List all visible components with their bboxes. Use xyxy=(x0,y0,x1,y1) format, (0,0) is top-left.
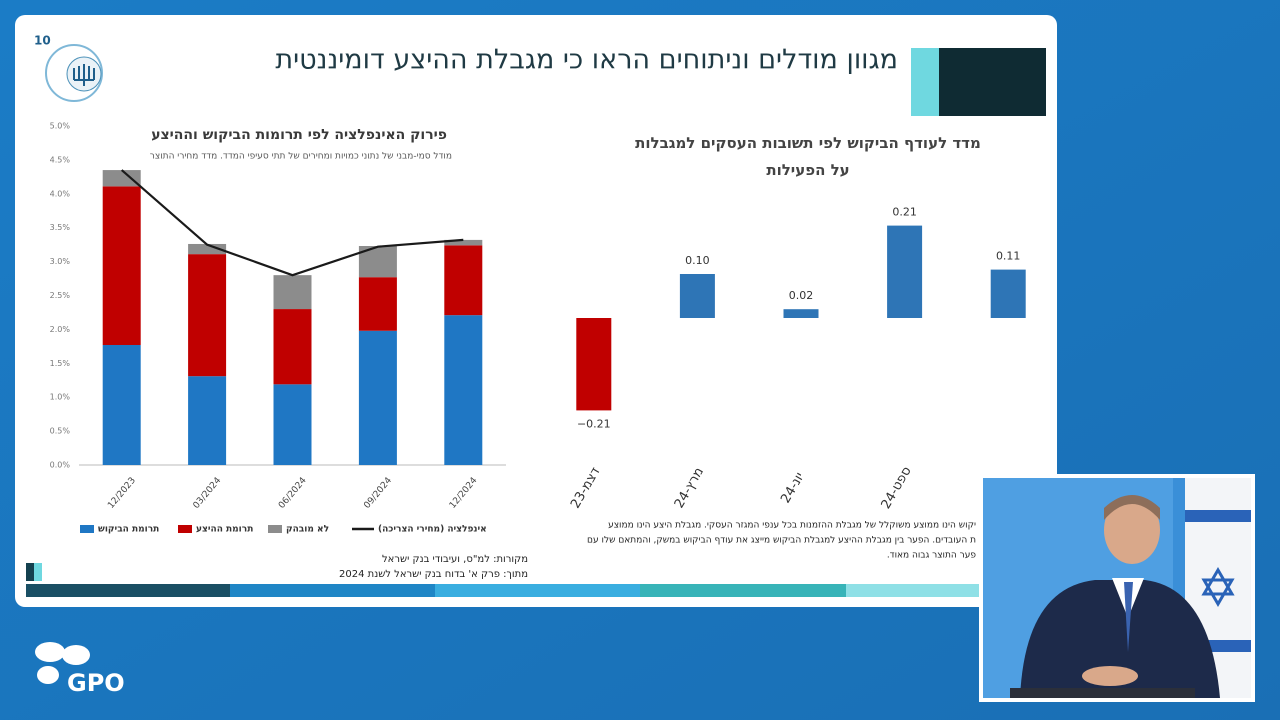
legend-swatch xyxy=(178,525,192,533)
bar-segment xyxy=(444,239,483,246)
chart-title: פירוק האינפלציה לפי תרומות הביקוש וההיצע xyxy=(151,127,447,143)
value-label: −0.21 xyxy=(577,417,611,430)
legend-label: תרומת ההיצע xyxy=(196,525,253,535)
y-tick-label: 2.0% xyxy=(50,325,71,334)
bar-segment xyxy=(188,254,227,377)
bar xyxy=(990,269,1026,318)
gpo-text: GPO xyxy=(67,669,125,697)
y-tick-label: 4.5% xyxy=(50,155,71,164)
slide-number: 10 xyxy=(34,34,51,48)
gpo-logo: GPO xyxy=(35,642,125,697)
bar-segment xyxy=(358,277,397,331)
legend-swatch xyxy=(268,525,282,533)
y-tick-label: 1.0% xyxy=(50,393,71,402)
y-tick-label: 3.5% xyxy=(50,223,71,232)
header-accent xyxy=(911,48,939,116)
y-tick-label: 2.5% xyxy=(50,291,71,300)
bar-segment xyxy=(102,186,141,345)
source: מתוך: פרק א' בדוח בנק ישראל לשנת 2024 xyxy=(339,569,528,580)
note: ת העובדים. הפער בין מגבלת ההיצע למגבלת ה… xyxy=(587,536,976,546)
bar-segment xyxy=(102,170,141,187)
chart-title: מדד לעודף הביקוש לפי תשובות העסקים למגבל… xyxy=(635,134,981,179)
chart-subtitle: מודל סמי-מבני של נתוני כמויות ומחירים של… xyxy=(150,152,452,162)
legend-label: תרומת הביקוש xyxy=(98,525,159,535)
bar-segment xyxy=(102,344,141,465)
bar xyxy=(576,318,612,411)
source: מקורות: למ"ס, ועיבודי בנק ישראל xyxy=(382,554,528,565)
video-inset xyxy=(979,474,1255,702)
note: פער התוצר גבוה מאוד. xyxy=(887,551,977,561)
line xyxy=(120,169,464,277)
legend-label: לא מובהק xyxy=(286,525,329,535)
bar-segment xyxy=(273,275,312,310)
note: יקוש הינו ממוצע משוקלל של מגבלת ההזמנות … xyxy=(608,521,976,531)
footer-stripe xyxy=(26,563,980,597)
y-tick-label: 5.0% xyxy=(50,122,71,131)
y-tick-label: 0.5% xyxy=(50,427,71,436)
legend-swatch xyxy=(80,525,94,533)
y-tick-label: 1.5% xyxy=(50,359,71,368)
y-tick-label: 3.0% xyxy=(50,257,71,266)
bar xyxy=(783,309,819,318)
slide-title: מגוון מודלים וניתוחים הראו כי מגבלת ההיצ… xyxy=(275,45,898,76)
y-tick-label: 0.0% xyxy=(50,461,71,470)
bank-logo xyxy=(45,44,103,102)
bar xyxy=(887,225,923,318)
header-block xyxy=(939,48,1046,116)
bar-segment xyxy=(273,384,312,465)
value-label: 0.11 xyxy=(996,250,1021,263)
y-tick-label: 4.0% xyxy=(50,189,71,198)
bar-segment xyxy=(444,315,483,465)
bar-segment xyxy=(188,243,227,255)
bar-segment xyxy=(358,330,397,465)
bar-segment xyxy=(188,376,227,465)
bar-segment xyxy=(273,309,312,385)
legend-label: אינפלציה (מחירי הצריכה) xyxy=(378,525,487,535)
value-label: 0.21 xyxy=(892,206,917,219)
value-label: 0.02 xyxy=(789,289,814,302)
value-label: 0.10 xyxy=(685,254,710,267)
bar-segment xyxy=(444,245,483,316)
bar xyxy=(679,274,715,318)
